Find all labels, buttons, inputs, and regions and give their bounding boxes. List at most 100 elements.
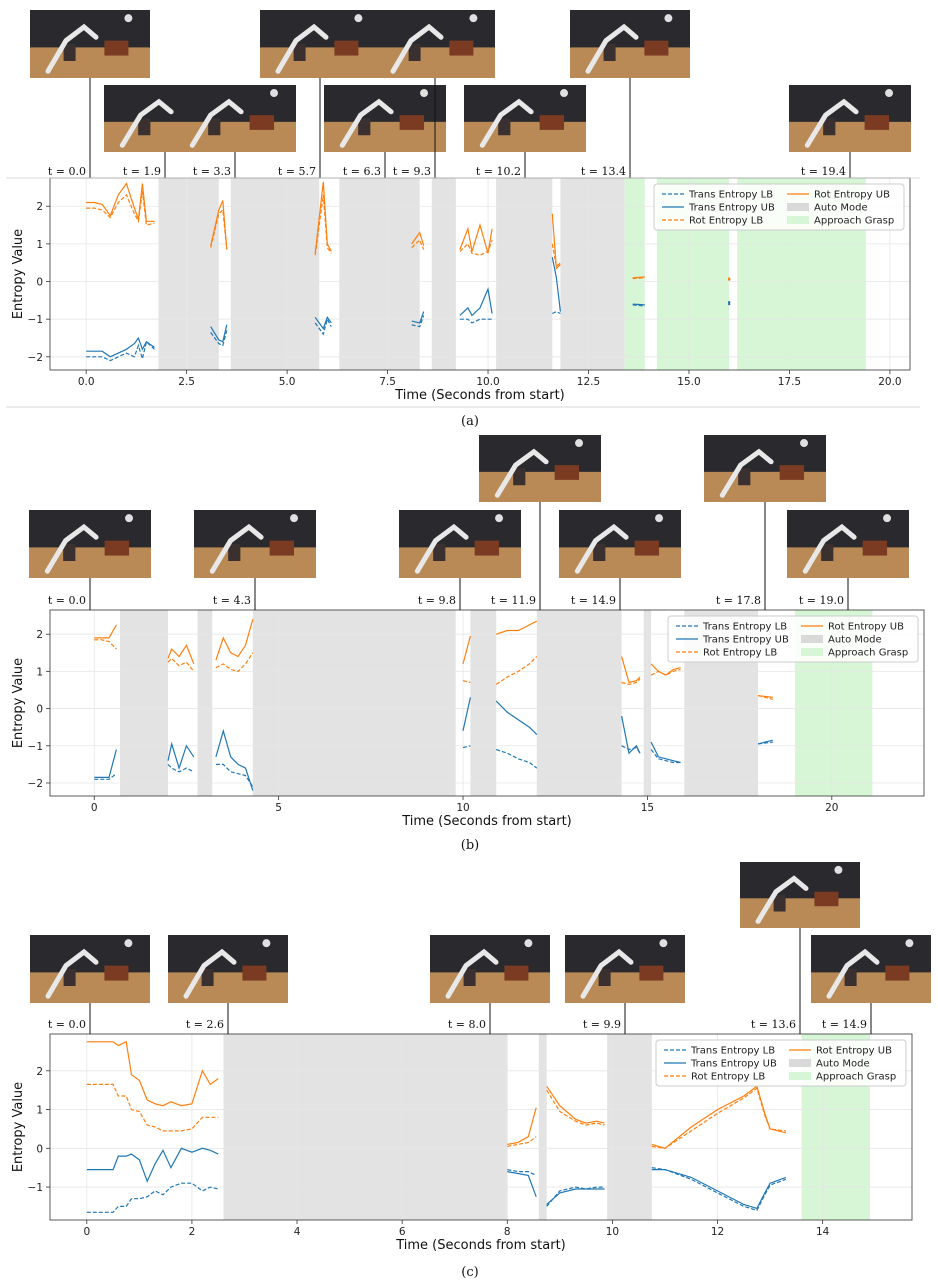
snapshot-time-label: t = 9.8 [418, 594, 456, 607]
series-line-trans-entropy-lb [632, 304, 645, 307]
auto-mode-span [470, 610, 497, 796]
series-line-rot-entropy-ub [632, 276, 645, 279]
snapshot-time-label: t = 14.9 [571, 594, 616, 607]
series-line-rot-entropy-ub [94, 624, 117, 639]
series-line-rot-entropy-ub [462, 635, 471, 665]
robot-arm-icon [209, 523, 264, 574]
legend-label: Rot Entropy UB [828, 622, 904, 633]
legend-swatch [787, 203, 809, 211]
robot-arm-icon [755, 875, 809, 924]
panel-caption: (b) [461, 838, 479, 853]
series-line-trans-entropy-ub [94, 749, 117, 778]
series-line-trans-entropy-ub [650, 741, 681, 764]
series-line-trans-entropy-ub [86, 336, 155, 358]
table-surface [704, 471, 826, 502]
table-surface [30, 47, 150, 78]
camera-icon [560, 89, 569, 98]
series-line-rot-entropy-lb [86, 1083, 219, 1132]
snapshot-photo [29, 510, 151, 578]
series-line-trans-entropy-ub [551, 256, 561, 312]
table-surface [570, 47, 690, 78]
cup-object [498, 118, 511, 136]
cup-object [358, 118, 371, 136]
legend-box [667, 615, 919, 663]
series-line-trans-entropy-lb [167, 763, 195, 773]
series-line-trans-entropy-lb [86, 1182, 219, 1213]
camera-icon [905, 939, 914, 948]
y-tick-label: −1 [28, 314, 43, 326]
snapshot-time-label: t = 17.8 [716, 594, 761, 607]
legend-label: Rot Entropy LB [703, 648, 777, 659]
series-line-rot-entropy-lb [94, 639, 117, 650]
auto-mode-span [339, 178, 420, 370]
cup-object [208, 118, 221, 136]
x-axis-title: Time (Seconds from start) [401, 814, 572, 829]
auto-mode-span [230, 178, 320, 370]
robot-arm-icon [44, 523, 99, 574]
series-line-trans-entropy-lb [94, 773, 117, 780]
cup-object [738, 468, 751, 486]
wooden-box [814, 891, 839, 907]
camera-icon [124, 14, 133, 23]
x-tick-label: 5 [275, 802, 282, 814]
camera-icon [270, 89, 279, 98]
camera-icon [664, 14, 673, 23]
camera-icon [885, 89, 894, 98]
snapshot-time-label: t = 4.3 [213, 594, 251, 607]
chart-panel-2: 0 5 10 15 20 −2 −1 0 1 2 Time (Seconds from start)… [11, 435, 925, 853]
snapshot-time-label: t = 6.3 [343, 165, 381, 178]
robot-arm-icon [339, 98, 394, 148]
legend-label: Auto Mode [814, 203, 868, 214]
snapshot-time-label: t = 2.6 [186, 1018, 224, 1031]
snapshot-photo [479, 435, 601, 502]
robot-arm-icon [45, 23, 99, 74]
snapshot-time-label: t = 8.0 [448, 1018, 486, 1031]
cup-object [513, 468, 526, 486]
series-point [727, 301, 731, 304]
series-line-trans-entropy-lb [459, 318, 493, 324]
camera-icon [469, 14, 478, 23]
snapshot-time-label: t = 1.9 [123, 165, 161, 178]
table-surface [479, 471, 601, 502]
legend-box [653, 183, 905, 231]
series-line-rot-entropy-ub [651, 1085, 787, 1149]
camera-icon [834, 865, 843, 874]
cup-object [823, 118, 836, 136]
series-line-trans-entropy-ub [507, 1171, 537, 1198]
camera-icon [655, 514, 664, 523]
x-tick-label: 15 [641, 802, 654, 814]
chart-panel-1: 0.0 2.5 5.0 7.5 10.0 12.5 15.0 17.5 20.0 −2 −1 0 1 2 T… [11, 10, 911, 429]
auto-mode-span [158, 178, 219, 370]
y-tick-label: 0 [36, 277, 43, 289]
legend-label: Trans Entropy UB [702, 635, 789, 646]
snapshot-time-label: t = 13.6 [751, 1018, 796, 1031]
series-line-trans-entropy-lb [462, 745, 471, 749]
y-tick-label: −1 [28, 1182, 43, 1194]
y-tick-label: 1 [36, 666, 43, 678]
robot-arm-icon [445, 948, 499, 999]
wooden-box [269, 540, 295, 556]
auto-mode-span [252, 610, 456, 796]
series-line-rot-entropy-lb [507, 1136, 537, 1147]
series-line-rot-entropy-ub [758, 695, 773, 698]
table-surface [811, 972, 931, 1003]
series-line-trans-entropy-ub [651, 1169, 787, 1210]
legend-swatch [789, 1072, 811, 1080]
cup-object [844, 969, 857, 986]
snapshot-photo [570, 10, 690, 78]
series-group [94, 619, 773, 791]
snapshot-time-label: t = 0.0 [48, 165, 86, 178]
wooden-box [474, 540, 500, 556]
camera-icon [354, 14, 363, 23]
robot-arm-icon [574, 523, 629, 574]
series-line-rot-entropy-ub [459, 222, 493, 254]
table-surface [565, 972, 685, 1003]
series-line-rot-entropy-lb [411, 239, 425, 250]
x-axis-title: Time (Seconds from start) [394, 388, 565, 403]
y-tick-label: −2 [28, 778, 43, 790]
cup-object [593, 544, 606, 561]
snapshot-photo [324, 85, 446, 152]
robot-arm-icon [719, 448, 774, 498]
table-surface [29, 547, 151, 578]
snapshot-time-label: t = 0.0 [48, 1018, 86, 1031]
